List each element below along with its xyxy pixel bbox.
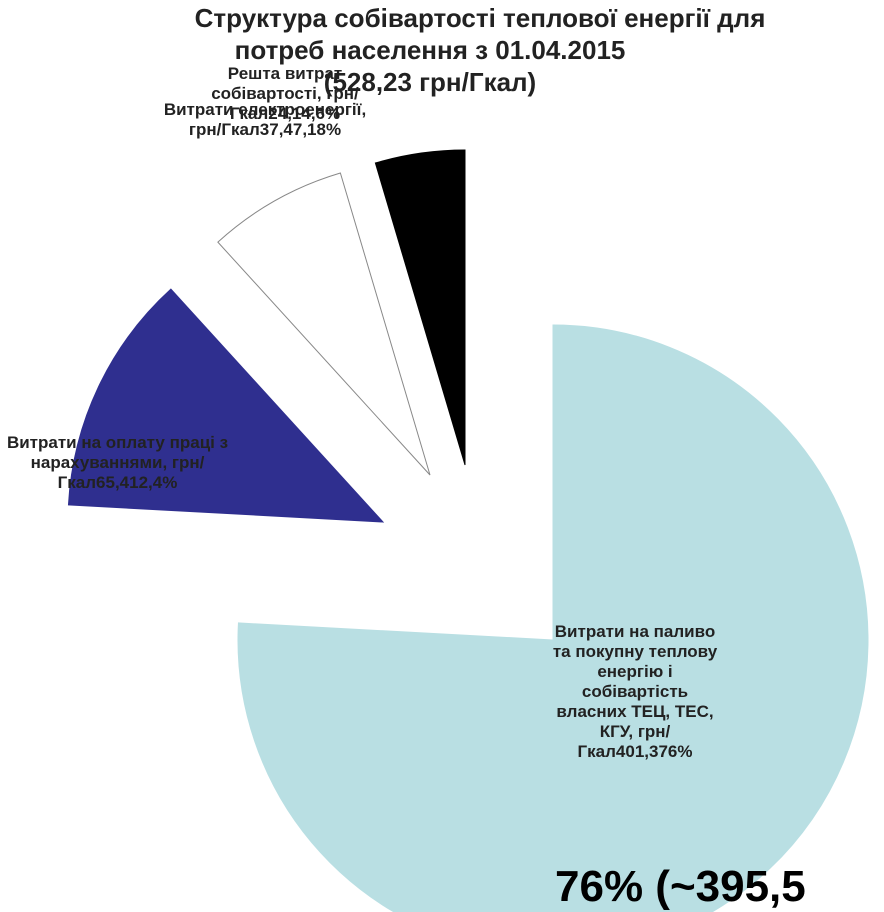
- slice-name: Витрати на паливо та покупну теплову ене…: [552, 622, 718, 761]
- slice-label: Витрати на оплату праці з нарахуваннями,…: [0, 433, 235, 493]
- slice-name: Решта витрат собівартості, грн/Гкал: [211, 64, 359, 123]
- title-line: (528,23 грн/Гкал): [323, 67, 537, 97]
- slice-name: Витрати на оплату праці з нарахуваннями,…: [6, 433, 229, 492]
- slice-value: 24,14,6%: [268, 104, 341, 123]
- slice-label: Витрати електроенергії, грн/Гкал37,47,18…: [150, 100, 380, 140]
- pie-slice: [374, 149, 466, 466]
- slice-label: Решта витрат собівартості, грн/Гкал24,14…: [190, 64, 380, 124]
- slice-value: 401,376%: [615, 742, 693, 761]
- title-line: потреб населення з 01.04.2015: [234, 35, 626, 65]
- slice-name: Витрати електроенергії, грн/Гкал: [163, 100, 367, 139]
- pie-slice: [237, 324, 869, 912]
- annotation: 76% (~395,5: [555, 862, 806, 911]
- slice-value: 37,47,18%: [259, 120, 342, 139]
- chart-title: Структура собівартості теплової енергії …: [100, 2, 860, 98]
- slice-value: 65,412,4%: [96, 473, 178, 492]
- pie-slice: [67, 288, 385, 523]
- slice-label: Витрати на паливо та покупну теплову ене…: [545, 622, 725, 762]
- pie-slice: [217, 172, 431, 476]
- title-line: Структура собівартості теплової енергії …: [194, 3, 766, 33]
